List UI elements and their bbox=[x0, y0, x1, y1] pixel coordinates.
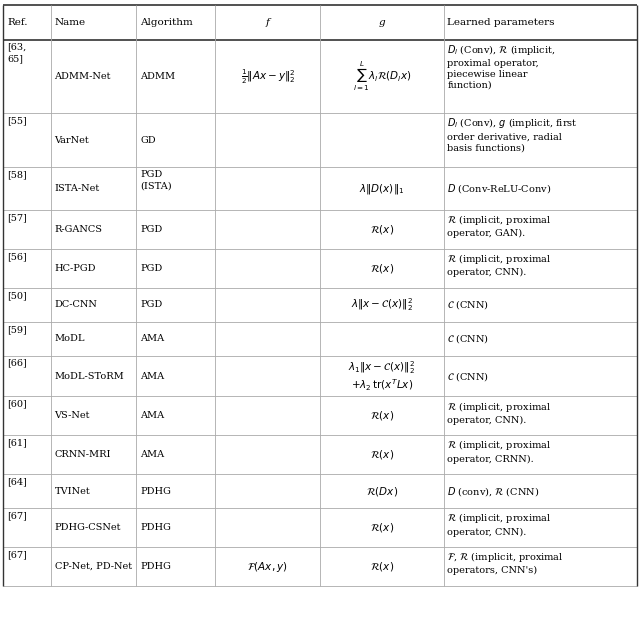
Text: f: f bbox=[266, 18, 269, 27]
Text: AMA: AMA bbox=[140, 411, 164, 420]
Text: Name: Name bbox=[54, 18, 86, 27]
Text: PDHG: PDHG bbox=[140, 487, 171, 496]
Text: $\mathcal{F}$, $\mathcal{R}$ (implicit, proximal
operators, CNN's): $\mathcal{F}$, $\mathcal{R}$ (implicit, … bbox=[447, 550, 564, 576]
Text: [56]: [56] bbox=[7, 252, 27, 261]
Text: ADMM-Net: ADMM-Net bbox=[54, 72, 111, 81]
Text: DC-CNN: DC-CNN bbox=[54, 300, 97, 309]
Text: R-GANCS: R-GANCS bbox=[54, 225, 102, 234]
Text: PDHG: PDHG bbox=[140, 523, 171, 532]
Text: $\mathcal{R}(x)$: $\mathcal{R}(x)$ bbox=[370, 560, 394, 573]
Text: PDHG-CSNet: PDHG-CSNet bbox=[54, 523, 121, 532]
Text: PGD: PGD bbox=[140, 225, 163, 234]
Text: PDHG: PDHG bbox=[140, 562, 171, 571]
Text: g: g bbox=[378, 18, 385, 27]
Text: GD: GD bbox=[140, 136, 156, 145]
Text: HC-PGD: HC-PGD bbox=[54, 264, 96, 273]
Text: $D_l$ (Conv), $g$ (implicit, first
order derivative, radial
basis functions): $D_l$ (Conv), $g$ (implicit, first order… bbox=[447, 116, 578, 153]
Text: MoDL-SToRM: MoDL-SToRM bbox=[54, 371, 124, 380]
Text: $D_l$ (Conv), $\mathcal{R}$ (implicit,
proximal operator,
piecewise linear
funct: $D_l$ (Conv), $\mathcal{R}$ (implicit, p… bbox=[447, 43, 556, 90]
Text: [64]: [64] bbox=[7, 478, 27, 487]
Text: $\mathcal{R}$ (implicit, proximal
operator, GAN).: $\mathcal{R}$ (implicit, proximal operat… bbox=[447, 213, 552, 238]
Text: [67]: [67] bbox=[7, 511, 27, 520]
Text: [57]: [57] bbox=[7, 213, 27, 222]
Text: $\frac{1}{2}\|Ax-y\|_2^2$: $\frac{1}{2}\|Ax-y\|_2^2$ bbox=[241, 67, 295, 86]
Text: $\mathcal{R}$ (implicit, proximal
operator, CNN).: $\mathcal{R}$ (implicit, proximal operat… bbox=[447, 252, 552, 277]
Text: AMA: AMA bbox=[140, 335, 164, 343]
Text: TVINet: TVINet bbox=[54, 487, 90, 496]
Text: $\lambda\|x-\mathcal{C}(x)\|_2^2$: $\lambda\|x-\mathcal{C}(x)\|_2^2$ bbox=[351, 296, 413, 314]
Text: AMA: AMA bbox=[140, 371, 164, 380]
Text: [61]: [61] bbox=[7, 438, 27, 448]
Text: Ref.: Ref. bbox=[7, 18, 28, 27]
Text: $\lambda_1\|x-\mathcal{C}(x)\|_2^2$
$+ \lambda_2\,\mathrm{tr}(x^T L x)$: $\lambda_1\|x-\mathcal{C}(x)\|_2^2$ $+ \… bbox=[348, 359, 415, 393]
Text: PGD
(ISTA): PGD (ISTA) bbox=[140, 170, 172, 191]
Text: [55]: [55] bbox=[7, 116, 27, 125]
Text: $\mathcal{R}(x)$: $\mathcal{R}(x)$ bbox=[370, 223, 394, 236]
Text: [66]: [66] bbox=[7, 359, 27, 368]
Text: [67]: [67] bbox=[7, 550, 27, 559]
Text: $D$ (conv), $\mathcal{R}$ (CNN): $D$ (conv), $\mathcal{R}$ (CNN) bbox=[447, 485, 540, 498]
Text: $\mathcal{C}$ (CNN): $\mathcal{C}$ (CNN) bbox=[447, 332, 490, 345]
Text: PGD: PGD bbox=[140, 300, 163, 309]
Text: [60]: [60] bbox=[7, 399, 27, 408]
Text: $\mathcal{R}(x)$: $\mathcal{R}(x)$ bbox=[370, 521, 394, 534]
Text: $\mathcal{R}(Dx)$: $\mathcal{R}(Dx)$ bbox=[365, 485, 398, 498]
Text: $\lambda\|D(x)\|_1$: $\lambda\|D(x)\|_1$ bbox=[359, 182, 404, 196]
Text: VS-Net: VS-Net bbox=[54, 411, 90, 420]
Text: $\mathcal{R}$ (implicit, proximal
operator, CRNN).: $\mathcal{R}$ (implicit, proximal operat… bbox=[447, 438, 552, 464]
Text: [50]: [50] bbox=[7, 291, 27, 300]
Text: ADMM: ADMM bbox=[140, 72, 175, 81]
Text: $D$ (Conv-ReLU-Conv): $D$ (Conv-ReLU-Conv) bbox=[447, 183, 552, 195]
Text: [58]: [58] bbox=[7, 170, 27, 179]
Text: MoDL: MoDL bbox=[54, 335, 85, 343]
Text: $\sum_{l=1}^{L}\lambda_l\mathcal{R}(D_l x)$: $\sum_{l=1}^{L}\lambda_l\mathcal{R}(D_l … bbox=[353, 60, 411, 93]
Text: $\mathcal{R}$ (implicit, proximal
operator, CNN).: $\mathcal{R}$ (implicit, proximal operat… bbox=[447, 399, 552, 425]
Text: $\mathcal{R}(x)$: $\mathcal{R}(x)$ bbox=[370, 448, 394, 461]
Text: $\mathcal{R}(x)$: $\mathcal{R}(x)$ bbox=[370, 410, 394, 422]
Text: $\mathcal{R}(x)$: $\mathcal{R}(x)$ bbox=[370, 262, 394, 275]
Text: [63,
65]: [63, 65] bbox=[7, 43, 26, 63]
Text: Learned parameters: Learned parameters bbox=[447, 18, 555, 27]
Text: [59]: [59] bbox=[7, 325, 27, 334]
Text: $\mathcal{R}$ (implicit, proximal
operator, CNN).: $\mathcal{R}$ (implicit, proximal operat… bbox=[447, 511, 552, 537]
Text: PGD: PGD bbox=[140, 264, 163, 273]
Text: CP-Net, PD-Net: CP-Net, PD-Net bbox=[54, 562, 132, 571]
Text: $\mathcal{F}(Ax,y)$: $\mathcal{F}(Ax,y)$ bbox=[248, 560, 288, 574]
Text: AMA: AMA bbox=[140, 450, 164, 459]
Text: ISTA-Net: ISTA-Net bbox=[54, 184, 100, 193]
Text: $\mathcal{C}$ (CNN): $\mathcal{C}$ (CNN) bbox=[447, 370, 490, 382]
Text: $\mathcal{C}$ (CNN): $\mathcal{C}$ (CNN) bbox=[447, 298, 490, 311]
Text: VarNet: VarNet bbox=[54, 136, 90, 145]
Text: Algorithm: Algorithm bbox=[140, 18, 193, 27]
Text: CRNN-MRI: CRNN-MRI bbox=[54, 450, 111, 459]
